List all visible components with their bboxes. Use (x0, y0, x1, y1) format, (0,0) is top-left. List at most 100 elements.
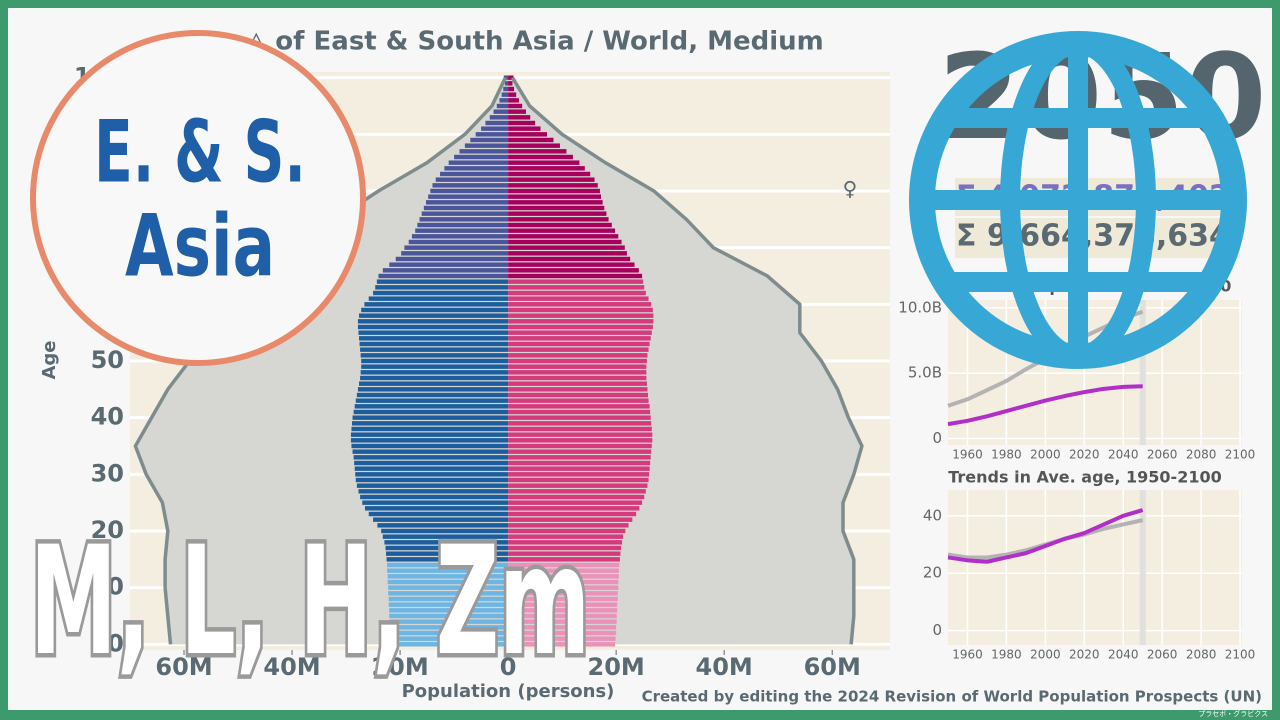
bar (389, 608, 509, 613)
bar (350, 438, 509, 443)
bar (508, 296, 649, 301)
bar (508, 562, 620, 568)
bar (508, 455, 651, 460)
bar (390, 625, 509, 630)
bar (508, 409, 651, 415)
bar (361, 358, 509, 364)
bar (364, 506, 509, 511)
x-tick-label: 20M (588, 653, 645, 681)
bar (508, 137, 554, 143)
bar (503, 86, 509, 92)
bar (496, 103, 509, 109)
bar (386, 557, 509, 562)
bar (508, 251, 627, 256)
bar (501, 92, 509, 97)
bar (440, 171, 509, 177)
bar (508, 483, 648, 488)
overlay-text: M, L, H, Zm (30, 515, 590, 689)
bar (382, 268, 509, 273)
bar (508, 494, 645, 500)
bar (508, 103, 523, 109)
y-tick-label: 10.0B (898, 298, 942, 316)
bar (508, 574, 619, 579)
bar (382, 534, 509, 539)
bar (508, 392, 649, 398)
bar (357, 387, 509, 392)
x-tick-label: 2100 (1225, 648, 1256, 662)
x-tick-label: 2040 (1108, 648, 1139, 662)
x-tick-label: 1980 (991, 448, 1022, 462)
bar (389, 262, 509, 267)
bar (508, 120, 536, 126)
badge-text: E. & S. (94, 102, 306, 202)
bar (508, 608, 618, 613)
bar (359, 381, 509, 386)
bar (508, 528, 626, 534)
bar (508, 239, 622, 245)
bar (508, 115, 531, 120)
legend-symbol: ♀ (843, 177, 858, 201)
bar (508, 200, 603, 205)
bar (430, 188, 509, 194)
bar (353, 409, 509, 415)
y-tick-label: 40 (91, 403, 124, 431)
bar (353, 455, 509, 460)
bar (508, 290, 646, 296)
bar (508, 194, 602, 199)
bar (385, 545, 509, 551)
bar (508, 353, 648, 358)
bar (355, 472, 509, 477)
line (947, 508, 1144, 564)
bar (459, 149, 509, 154)
bar (508, 262, 635, 267)
bar (508, 551, 621, 556)
bar (435, 177, 509, 182)
bar (358, 330, 509, 335)
x-tick-label: 2080 (1186, 448, 1217, 462)
bar (508, 109, 526, 114)
bar (508, 279, 644, 284)
bar (361, 307, 509, 313)
globe-icon (909, 31, 1247, 369)
bar (508, 540, 623, 545)
bar (387, 568, 509, 573)
x-tick-label: 2020 (1069, 648, 1100, 662)
chart-title: △ of East & South Asia / World, Medium (246, 27, 824, 57)
bar (489, 115, 509, 120)
bar (493, 109, 509, 114)
bar (356, 483, 509, 488)
overlay: 2050 Σ 4,072,875,402 Σ 9,664,378,634 E. … (26, 28, 1267, 693)
x-tick-label: 2080 (1186, 648, 1217, 662)
bar (357, 324, 509, 330)
bar (508, 307, 653, 313)
bar (508, 273, 643, 279)
bar (508, 149, 567, 154)
bar (354, 460, 509, 466)
bar (355, 398, 509, 403)
bar (358, 489, 509, 494)
bar (444, 166, 509, 171)
bar (508, 381, 647, 386)
bar (508, 86, 515, 92)
bar (508, 81, 513, 86)
bar (508, 132, 548, 137)
bar (508, 166, 585, 171)
bar (411, 234, 509, 239)
bar (508, 188, 600, 194)
bar (352, 421, 509, 426)
bar (508, 375, 647, 381)
bar (508, 319, 654, 324)
bar (389, 613, 509, 619)
bar (508, 364, 647, 369)
x-tick-label: 1960 (952, 448, 983, 462)
bar (354, 404, 509, 409)
bar (389, 619, 509, 624)
x-tick-label: 2060 (1147, 648, 1178, 662)
bar (508, 460, 651, 466)
bar (432, 183, 509, 188)
bar (508, 426, 652, 432)
bar (454, 154, 509, 160)
bar (390, 630, 509, 636)
bar (508, 404, 650, 409)
